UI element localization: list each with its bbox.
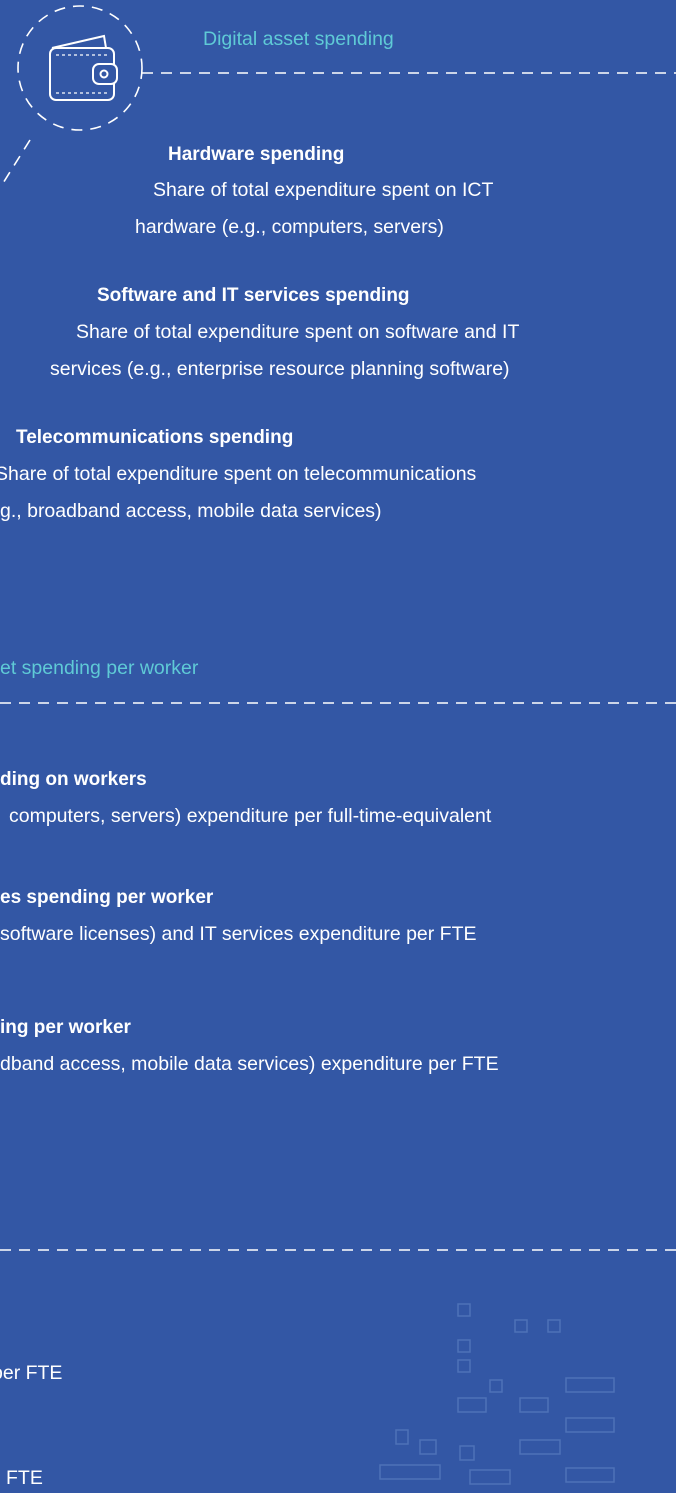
- item-description: dband access, mobile data services) expe…: [0, 1053, 499, 1075]
- item-title: Telecommunications spending: [16, 427, 293, 448]
- item-description: hardware (e.g., computers, servers): [135, 216, 444, 238]
- item-description: Share of total expenditure spent on ICT: [153, 179, 493, 201]
- connector: [0, 139, 31, 189]
- item-description: services (e.g., enterprise resource plan…: [50, 358, 510, 380]
- item-description: software licenses) and IT services expen…: [0, 923, 477, 945]
- item-title: Hardware spending: [168, 144, 344, 165]
- wallet-icon: [17, 5, 143, 131]
- decoration: [379, 1303, 615, 1485]
- section-label: Digital asset spending: [203, 28, 394, 50]
- item-title: es spending per worker: [0, 887, 214, 908]
- section-label: et spending per worker: [0, 657, 199, 679]
- item-description: FTE: [6, 1467, 43, 1489]
- item-description: g., broadband access, mobile data servic…: [0, 500, 382, 522]
- item-title: Software and IT services spending: [97, 285, 410, 306]
- item-title: ding on workers: [0, 769, 147, 790]
- item-description: Share of total expenditure spent on tele…: [0, 463, 477, 485]
- item-title: ing per worker: [0, 1017, 132, 1038]
- item-description: Share of total expenditure spent on soft…: [76, 321, 519, 343]
- item-description: per FTE: [0, 1362, 62, 1384]
- item-description: computers, servers) expenditure per full…: [9, 805, 492, 827]
